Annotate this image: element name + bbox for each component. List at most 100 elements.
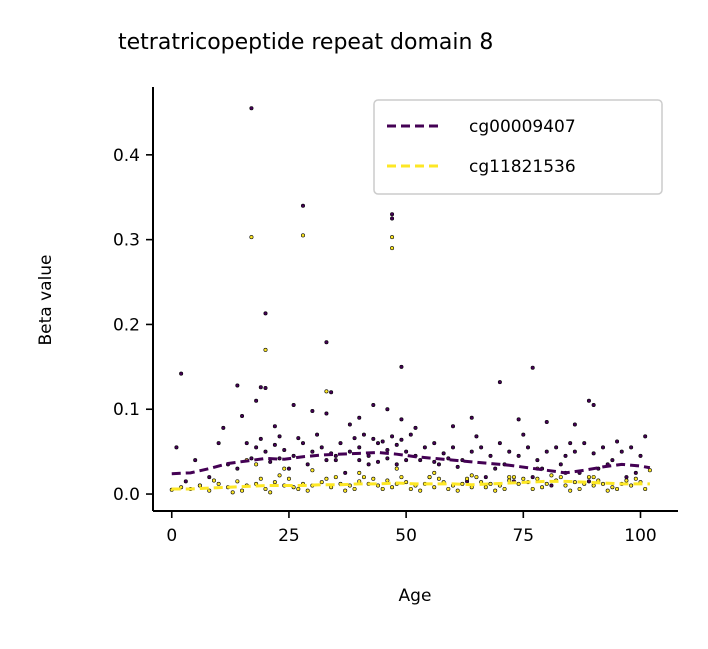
data-point [263,486,268,491]
x-tick-label: 50 [395,526,417,546]
data-point [474,475,479,480]
data-point [366,462,371,467]
data-point [446,456,451,461]
data-point [390,216,395,221]
y-tick-label: 0.4 [113,146,140,166]
data-point [563,453,568,458]
data-point [432,470,437,475]
data-point [319,445,324,450]
data-point [568,441,573,446]
trend-line-cg00009407 [171,450,651,476]
data-point [436,476,441,481]
data-point [347,449,352,454]
data-point [432,459,437,464]
data-point [258,385,263,390]
data-point [450,424,455,429]
data-point [254,462,259,467]
data-point [483,485,488,490]
data-point [418,458,423,463]
data-point [390,235,395,240]
data-point [394,462,399,467]
data-point [277,434,282,439]
data-point [577,486,582,491]
data-point [291,402,296,407]
data-point [249,235,254,240]
data-point [568,488,573,493]
data-point [469,449,474,454]
data-point [422,445,427,450]
data-point [408,486,413,491]
y-tick-label: 0.2 [113,315,140,335]
data-point [572,449,577,454]
legend-label: cg00009407 [469,117,576,137]
data-point [558,475,563,480]
series-layer [169,106,652,495]
data-point [638,453,643,458]
data-point [254,445,259,450]
data-point [310,468,315,473]
data-point [324,476,329,481]
data-point [446,486,451,491]
data-point [385,447,390,452]
data-point [516,453,521,458]
data-point [263,386,268,391]
data-point [390,246,395,251]
data-point [300,203,305,208]
data-point [404,458,409,463]
data-point [558,462,563,467]
data-point [497,441,502,446]
chart-title: tetratricopeptide repeat domain 8 [118,30,494,55]
data-point [244,441,249,446]
data-point [483,475,488,480]
data-point [633,476,638,481]
data-point [286,466,291,471]
legend-box [373,99,663,195]
data-point [230,490,235,495]
x-tick-label: 100 [624,526,656,546]
data-point [413,425,418,430]
data-point [544,481,549,486]
data-point [605,488,610,493]
data-point [272,480,277,485]
data-point [357,445,362,450]
data-point [507,449,512,454]
data-point [549,483,554,488]
data-point [586,475,591,480]
data-point [315,432,320,437]
data-point [338,441,343,446]
data-point [249,456,254,461]
data-point [549,473,554,478]
data-point [586,398,591,403]
data-point [586,479,591,484]
data-point [591,483,596,488]
data-point [300,441,305,446]
data-point [390,434,395,439]
data-point [310,449,315,454]
data-point [521,476,526,481]
data-point [291,453,296,458]
data-point [554,445,559,450]
data-point [530,475,535,480]
data-point [436,462,441,467]
data-point [324,389,329,394]
data-point [310,408,315,413]
data-point [450,445,455,450]
data-point [296,486,301,491]
data-point [254,398,259,403]
data-point [216,441,221,446]
data-point [193,458,198,463]
data-point [221,425,226,430]
axes-layer: 0 25 50 75 100 0.0 0.1 0.2 0.3 0.4 [113,87,678,546]
data-point [591,475,596,480]
data-point [441,451,446,456]
data-point [610,485,615,490]
data-point [296,436,301,441]
data-point [535,476,540,481]
data-point [488,453,493,458]
data-point [361,432,366,437]
data-point [235,479,240,484]
data-point [540,485,545,490]
x-tick-label: 25 [278,526,300,546]
